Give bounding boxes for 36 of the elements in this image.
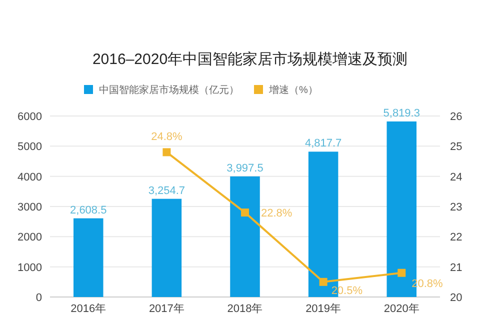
y-tick-label: 0 <box>36 292 42 304</box>
data-label: 3,997.5 <box>226 162 264 174</box>
x-tick-label: 2017年 <box>148 303 184 315</box>
legend-label: 中国智能家居市场规模（亿元） <box>99 84 239 96</box>
y-tick-label: 4000 <box>18 171 42 184</box>
point <box>162 148 171 156</box>
y-tick-label: 1000 <box>18 262 42 274</box>
data-label: 22.8% <box>261 208 292 220</box>
x-tick-label: 2020年 <box>384 303 420 315</box>
chart-title: 2016–2020年中国智能家居市场规模增速及预测 <box>92 51 408 68</box>
data-label: 4,817.7 <box>304 138 342 150</box>
y-tick-label: 2000 <box>18 232 42 244</box>
y2-tick-label: 20 <box>450 292 462 304</box>
legend-label: 增速（%） <box>268 84 318 96</box>
y2-tick-label: 23 <box>450 202 462 214</box>
y2-tick-label: 22 <box>450 232 462 244</box>
data-label: 3,254.7 <box>148 184 186 197</box>
y2-tick-label: 21 <box>450 262 462 274</box>
x-tick-label: 2016年 <box>70 303 106 315</box>
y-tick-label: 6000 <box>18 111 42 123</box>
point <box>319 278 328 286</box>
data-label: 5,819.3 <box>383 107 420 120</box>
y-tick-label: 3000 <box>18 202 42 214</box>
x-tick-label: 2019年 <box>306 303 342 315</box>
data-label: 24.8% <box>151 131 182 144</box>
point <box>241 208 249 217</box>
point <box>398 268 406 277</box>
y2-tick-label: 25 <box>450 141 462 154</box>
bar <box>230 176 260 297</box>
y-tick-label: 5000 <box>18 141 42 154</box>
x-tick-label: 2018年 <box>227 303 263 315</box>
bar <box>152 198 182 297</box>
bar <box>73 218 104 297</box>
y2-tick-label: 24 <box>450 171 462 184</box>
data-label: 2,608.5 <box>70 204 107 216</box>
y2-tick-label: 26 <box>450 111 462 123</box>
